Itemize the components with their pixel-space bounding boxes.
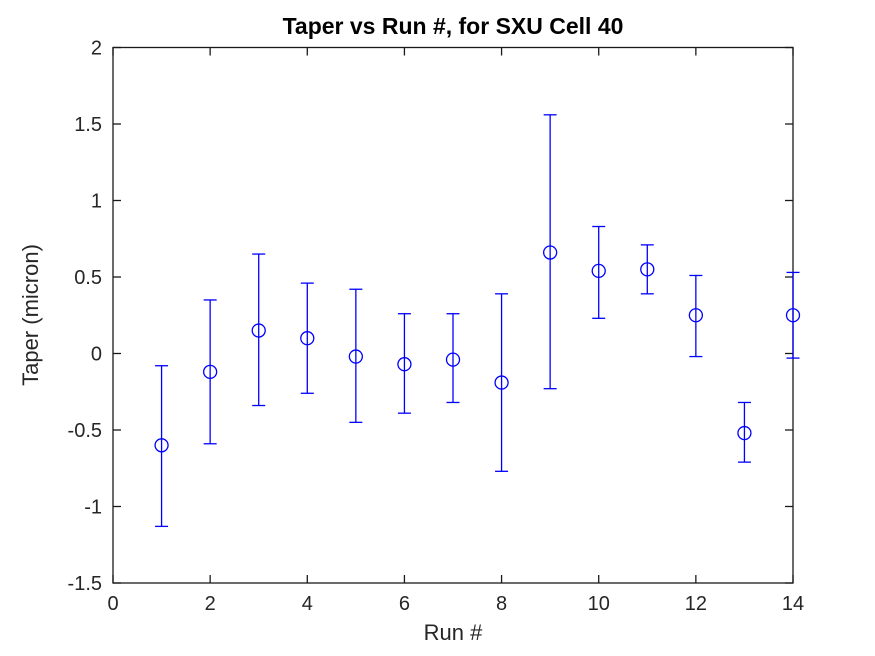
errorbar-run-14	[785, 271, 801, 359]
errorbar-run-7	[445, 313, 461, 404]
y-tick-label: -1.5	[68, 573, 102, 595]
errorbar-run-6	[397, 313, 412, 414]
data-point-marker	[300, 331, 315, 346]
errorbar-series	[154, 114, 801, 528]
y-tick-label: 0	[91, 344, 102, 366]
errorbar-run-12	[688, 274, 704, 358]
x-tick-label: 0	[107, 593, 118, 615]
y-tick-label: -0.5	[68, 420, 102, 442]
x-tick-label: 12	[685, 593, 707, 615]
data-point-marker	[688, 308, 704, 323]
tick-labels: 0 2 4 6 8 10 12 14 -1.5 -1 -0.5 0 0.5 1 1.5 2	[68, 38, 805, 616]
x-tick-label: 6	[399, 593, 410, 615]
errorbar-run-11	[640, 244, 655, 295]
data-point-marker	[202, 364, 218, 380]
y-tick-label: 1	[91, 191, 102, 213]
data-point-marker	[737, 425, 752, 441]
errorbar-run-8	[494, 293, 509, 472]
errorbar-run-1	[154, 365, 169, 528]
axis-ticks	[112, 46, 794, 584]
y-tick-label: 2	[91, 38, 102, 60]
x-tick-label: 10	[588, 593, 610, 615]
data-point-marker	[494, 375, 509, 390]
errorbar-run-5	[348, 288, 364, 424]
data-point-marker	[785, 308, 801, 323]
x-tick-label: 14	[782, 593, 804, 615]
data-point-marker	[397, 357, 412, 372]
y-tick-label: 0.5	[74, 267, 102, 289]
x-tick-label: 4	[302, 593, 313, 615]
chart-title: Taper vs Run #, for SXU Cell 40	[282, 13, 624, 39]
data-point-marker	[640, 262, 655, 277]
x-axis-label: Run #	[423, 620, 483, 645]
data-point-marker	[445, 352, 461, 367]
errorbar-run-4	[300, 282, 315, 394]
errorbar-run-3	[251, 253, 266, 407]
errorbar-run-10	[591, 225, 606, 319]
x-tick-label: 8	[496, 593, 507, 615]
data-point-marker	[251, 323, 266, 338]
data-point-marker	[154, 438, 169, 453]
errorbar-run-2	[202, 299, 218, 445]
data-point-marker	[348, 349, 364, 364]
y-tick-label: -1	[84, 497, 102, 519]
x-tick-label: 2	[205, 593, 216, 615]
y-axis-label: Taper (micron)	[18, 244, 43, 386]
y-tick-label: 1.5	[74, 114, 102, 136]
errorbar-run-9	[542, 114, 558, 390]
data-point-marker	[542, 245, 558, 260]
data-point-marker	[591, 263, 606, 279]
errorbar-run-13	[737, 401, 752, 463]
